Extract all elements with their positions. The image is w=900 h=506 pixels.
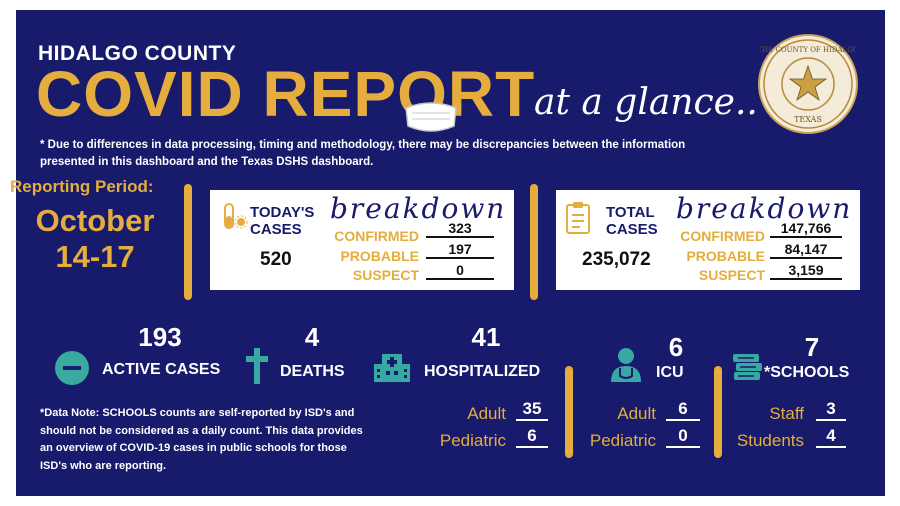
- county-heading: HIDALGO COUNTY: [38, 42, 237, 65]
- active-cases-value: 193: [138, 322, 182, 352]
- icu-pediatric-value: 0: [666, 426, 700, 448]
- schools-staff-label: Staff: [769, 404, 804, 423]
- schools-students-value: 4: [816, 426, 846, 448]
- county-seal-logo: THE COUNTY OF HIDALGO TEXAS: [757, 34, 859, 134]
- total-confirmed-label: CONFIRMED: [680, 228, 765, 244]
- svg-text:THE COUNTY OF HIDALGO: THE COUNTY OF HIDALGO: [760, 46, 856, 54]
- todays-breakdown-label: breakdown: [330, 192, 507, 225]
- divider-bar: [184, 184, 192, 300]
- test-tube-icon: [224, 203, 248, 229]
- total-suspect-value: 3,159: [770, 262, 842, 280]
- todays-cases-panel: TODAY'S CASES 520 breakdown CONFIRMED 32…: [210, 190, 514, 290]
- reporting-period-days: 14-17: [55, 239, 135, 274]
- todays-probable-value: 197: [426, 241, 494, 259]
- schools-value: 7: [804, 332, 820, 362]
- divider-bar: [565, 366, 573, 458]
- hospitalized-pediatric-value: 6: [516, 426, 548, 448]
- divider-bar: [530, 184, 538, 300]
- todays-title: TODAY'S CASES: [250, 204, 315, 238]
- icu-label: ICU: [656, 364, 684, 381]
- total-breakdown-label: breakdown: [676, 192, 853, 225]
- hospitalized-label: HOSPITALIZED: [424, 363, 541, 380]
- active-cases-label: ACTIVE CASES: [102, 361, 221, 378]
- todays-confirmed-label: CONFIRMED: [334, 228, 419, 244]
- schools-students-label: Students: [736, 431, 804, 450]
- icu-pediatric-label: Pediatric: [589, 431, 656, 450]
- todays-probable-label: PROBABLE: [340, 248, 419, 264]
- reporting-period-dates: October 14-17: [10, 203, 180, 275]
- hospitalized-adult-label: Adult: [467, 404, 506, 423]
- total-cases-value: 235,072: [582, 249, 651, 270]
- hospitalized-adult-value: 35: [516, 399, 548, 421]
- hospital-building-icon: [374, 354, 410, 382]
- data-note: *Data Note: SCHOOLS counts are self-repo…: [40, 407, 363, 472]
- reporting-period-month: October: [35, 203, 155, 238]
- hospitalized-pediatric-label: Pediatric: [439, 431, 506, 450]
- icu-adult-label: Adult: [617, 404, 656, 423]
- todays-total: 520: [260, 249, 292, 270]
- total-title: TOTAL CASES: [606, 204, 658, 238]
- todays-confirmed-value: 323: [426, 220, 494, 238]
- deaths-value: 4: [304, 322, 320, 352]
- svg-text:TEXAS: TEXAS: [794, 115, 822, 124]
- icu-value: 6: [668, 332, 684, 362]
- todays-suspect-label: SUSPECT: [352, 267, 419, 283]
- report-title: COVID REPORT: [36, 58, 536, 130]
- face-mask-icon: [405, 102, 457, 132]
- reporting-period-label: Reporting Period:: [10, 177, 154, 196]
- cross-icon: [246, 348, 268, 384]
- deaths-label: DEATHS: [280, 363, 345, 380]
- doctor-icon: [611, 348, 641, 382]
- icu-adult-value: 6: [666, 399, 700, 421]
- disclaimer-text: * Due to differences in data processing,…: [40, 139, 686, 168]
- schools-staff-value: 3: [816, 399, 846, 421]
- books-icon: [733, 354, 762, 380]
- clipboard-icon: [566, 202, 590, 234]
- total-cases-panel: TOTAL CASES 235,072 breakdown CONFIRMED …: [556, 190, 860, 290]
- minus-circle-icon: [55, 351, 89, 385]
- total-probable-value: 84,147: [770, 241, 842, 259]
- total-probable-label: PROBABLE: [686, 248, 765, 264]
- todays-suspect-value: 0: [426, 262, 494, 280]
- total-confirmed-value: 147,766: [770, 220, 842, 238]
- total-suspect-label: SUSPECT: [698, 267, 765, 283]
- schools-label: *SCHOOLS: [764, 364, 850, 381]
- tagline: at a glance..: [534, 82, 758, 123]
- hospitalized-value: 41: [471, 322, 501, 352]
- divider-bar: [714, 366, 722, 458]
